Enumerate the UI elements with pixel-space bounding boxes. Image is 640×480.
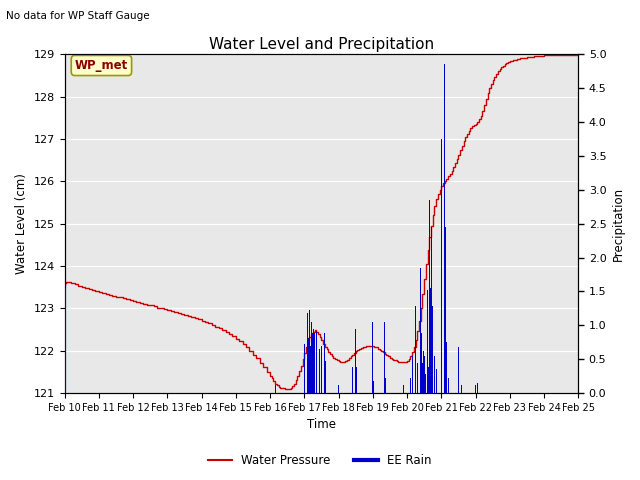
Bar: [403, 385, 404, 393]
Bar: [459, 381, 460, 393]
Bar: [310, 346, 311, 393]
Bar: [353, 356, 355, 393]
Bar: [441, 139, 442, 393]
Bar: [338, 385, 339, 393]
Bar: [373, 381, 374, 393]
Bar: [418, 334, 419, 393]
Bar: [475, 385, 476, 393]
Bar: [306, 322, 307, 393]
Bar: [275, 385, 276, 393]
Bar: [372, 322, 373, 393]
Bar: [420, 268, 421, 393]
Bar: [431, 227, 432, 393]
Bar: [422, 362, 423, 393]
Bar: [428, 367, 429, 393]
Bar: [325, 360, 326, 393]
Bar: [421, 334, 422, 393]
Bar: [430, 288, 431, 393]
Bar: [385, 378, 386, 393]
Bar: [445, 227, 446, 393]
Bar: [413, 334, 414, 393]
Y-axis label: Precipitation: Precipitation: [612, 187, 625, 261]
Bar: [461, 385, 462, 393]
Bar: [458, 347, 459, 393]
Bar: [434, 356, 435, 393]
Bar: [352, 367, 353, 393]
Y-axis label: Water Level (cm): Water Level (cm): [15, 173, 28, 274]
Bar: [358, 385, 360, 393]
Bar: [312, 334, 313, 393]
Legend: Water Pressure, EE Rain: Water Pressure, EE Rain: [204, 449, 436, 472]
Bar: [446, 342, 447, 393]
Bar: [423, 351, 424, 393]
Bar: [319, 349, 320, 393]
Bar: [307, 313, 308, 393]
Bar: [448, 378, 449, 393]
Bar: [444, 64, 445, 393]
Bar: [417, 362, 418, 393]
Bar: [304, 344, 305, 393]
Bar: [309, 311, 310, 393]
Bar: [412, 356, 413, 393]
Bar: [443, 288, 444, 393]
Bar: [410, 378, 411, 393]
Bar: [424, 370, 425, 393]
X-axis label: Time: Time: [307, 419, 336, 432]
Text: No data for WP Staff Gauge: No data for WP Staff Gauge: [6, 11, 150, 21]
Title: Water Level and Precipitation: Water Level and Precipitation: [209, 36, 434, 51]
Text: WP_met: WP_met: [75, 59, 128, 72]
Bar: [321, 346, 322, 393]
Bar: [460, 383, 461, 393]
Bar: [314, 334, 315, 393]
Bar: [317, 336, 318, 393]
Bar: [415, 306, 416, 393]
Bar: [316, 331, 317, 393]
Bar: [355, 329, 356, 393]
Bar: [324, 334, 325, 393]
Bar: [311, 322, 312, 393]
